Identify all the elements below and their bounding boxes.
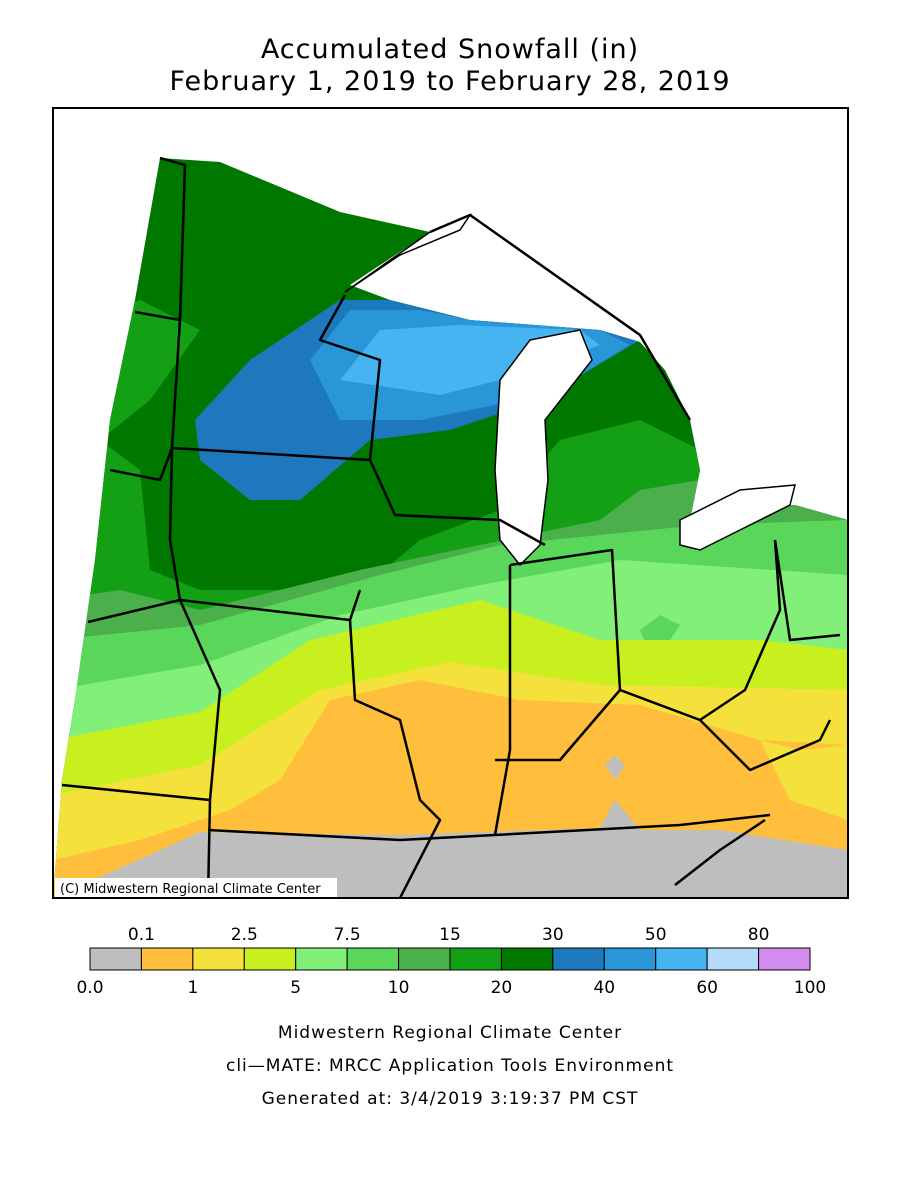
footer-line: Midwestern Regional Climate Center [278,1023,622,1043]
legend-swatch [346,947,400,971]
footer-line: Generated at: 3/4/2019 3:19:37 PM CST [262,1089,639,1109]
legend-label: 40 [593,978,615,998]
footer-line: cli—MATE: MRCC Application Tools Environ… [226,1056,674,1076]
legend-swatch [398,947,451,971]
legend-label: 60 [696,978,718,998]
legend-swatch [295,947,348,971]
legend-swatch [706,947,760,971]
credit-box [55,878,337,897]
legend-label: 10 [388,978,410,998]
legend-swatch [243,947,297,971]
map [53,156,848,899]
lake-superior-shore [344,213,473,293]
legend-label: 5 [290,978,301,998]
legend-label: 0.1 [128,925,155,945]
map-frame [52,107,849,899]
legend: 0.1 2.5 7.5 15 30 50 800.0 1 5 10 20 40 60 100 [76,925,826,998]
legend-label: 50 [645,925,667,945]
legend-label: 80 [748,925,770,945]
legend-swatch [192,947,245,971]
legend-label: 30 [542,925,564,945]
legend-label: 100 [794,978,826,998]
credit: (C) Midwestern Regional Climate Center [60,882,321,897]
lake-michigan [494,329,593,567]
lake-erie [679,484,796,551]
legend-swatch [89,947,142,971]
legend-swatch [140,947,194,971]
title-line: February 1, 2019 to February 28, 2019 [169,66,730,97]
legend-swatch [552,947,605,971]
legend-swatch [449,947,502,971]
title-line: Accumulated Snowfall (in) [261,34,639,65]
legend-swatch [500,947,554,971]
legend-label: 7.5 [334,925,361,945]
legend-swatch [655,947,708,971]
legend-swatch [603,947,657,971]
legend-label: 0.0 [76,978,103,998]
state-lines [61,156,841,899]
legend-label: 15 [439,925,461,945]
legend-label: 1 [187,978,198,998]
legend-label: 2.5 [231,925,258,945]
legend-label: 20 [491,978,513,998]
legend-swatch [758,947,811,971]
